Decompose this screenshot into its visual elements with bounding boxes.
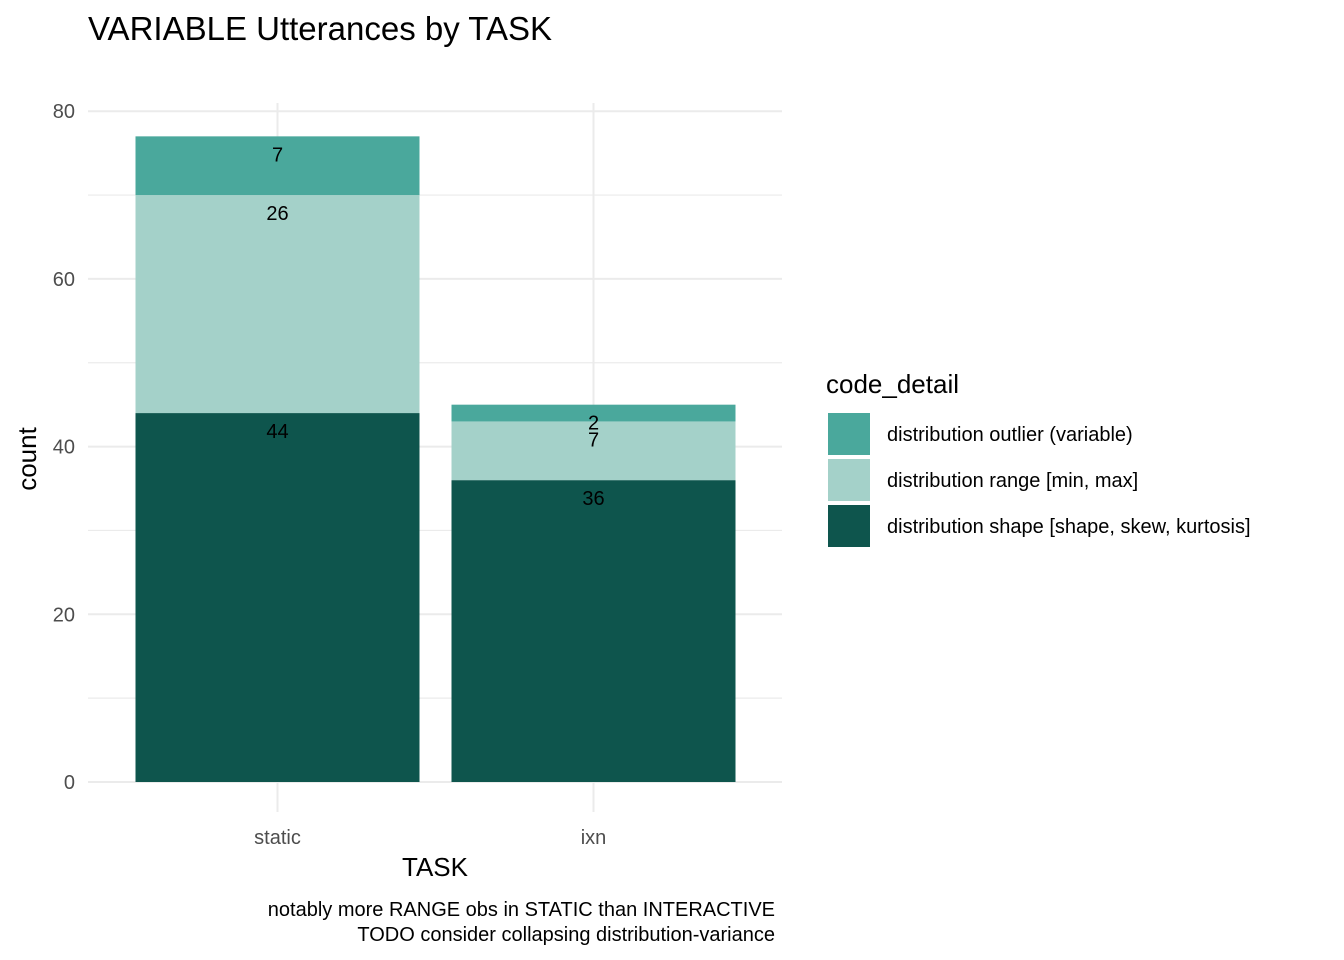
legend-key bbox=[828, 413, 870, 455]
legend-key bbox=[828, 505, 870, 547]
y-tick-label: 60 bbox=[53, 269, 75, 291]
bar-value-label: 2 bbox=[588, 413, 599, 435]
bars bbox=[135, 136, 736, 782]
y-axis-title: count bbox=[12, 426, 42, 490]
bar-segment bbox=[135, 195, 420, 414]
bar-segment bbox=[451, 480, 736, 782]
bar-value-label: 36 bbox=[582, 488, 604, 510]
bar-value-label: 26 bbox=[266, 203, 288, 225]
y-tick-label: 40 bbox=[53, 437, 75, 459]
legend-key bbox=[828, 459, 870, 501]
caption-line-1: notably more RANGE obs in STATIC than IN… bbox=[268, 899, 775, 921]
legend-label: distribution shape [shape, skew, kurtosi… bbox=[887, 516, 1251, 538]
legend-title: code_detail bbox=[826, 369, 959, 399]
x-axis-ticks: static ixn bbox=[254, 827, 606, 849]
y-axis-ticks: 0 20 40 60 80 bbox=[53, 101, 75, 794]
bar-segment bbox=[451, 404, 736, 422]
bar-value-label: 44 bbox=[266, 421, 288, 443]
chart-title: VARIABLE Utterances by TASK bbox=[88, 10, 552, 47]
bar-segment bbox=[135, 136, 420, 196]
y-tick-label: 20 bbox=[53, 604, 75, 626]
y-tick-label: 80 bbox=[53, 101, 75, 123]
x-axis-title: TASK bbox=[402, 852, 469, 882]
x-tick-label: static bbox=[254, 827, 301, 849]
bar-segment bbox=[135, 413, 420, 782]
y-tick-label: 0 bbox=[64, 772, 75, 794]
bar-value-label: 7 bbox=[272, 144, 283, 166]
legend: code_detail distribution outlier (variab… bbox=[826, 369, 1251, 547]
bar-value-label: 7 bbox=[588, 429, 599, 451]
x-tick-label: ixn bbox=[581, 827, 607, 849]
legend-label: distribution outlier (variable) bbox=[887, 424, 1133, 446]
bar-segment bbox=[451, 421, 736, 481]
legend-label: distribution range [min, max] bbox=[887, 470, 1138, 492]
caption-line-2: TODO consider collapsing distribution-va… bbox=[357, 924, 775, 946]
